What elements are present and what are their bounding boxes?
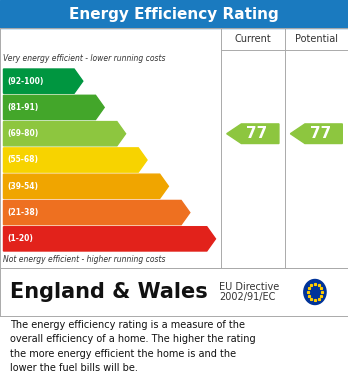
Text: E: E [169, 179, 179, 193]
Text: (81-91): (81-91) [7, 103, 38, 112]
Polygon shape [3, 201, 190, 225]
Text: Not energy efficient - higher running costs: Not energy efficient - higher running co… [3, 255, 166, 264]
Text: Potential: Potential [295, 34, 338, 44]
Polygon shape [227, 124, 279, 143]
Text: A: A [84, 74, 94, 88]
Circle shape [304, 280, 326, 305]
Text: D: D [148, 153, 159, 167]
Bar [0, 268, 348, 316]
Text: (39-54): (39-54) [7, 182, 38, 191]
Text: 77: 77 [246, 126, 268, 141]
Text: (1-20): (1-20) [7, 234, 33, 243]
Polygon shape [290, 124, 342, 143]
Text: The energy efficiency rating is a measure of the
overall efficiency of a home. T: The energy efficiency rating is a measur… [10, 320, 256, 373]
Text: (69-80): (69-80) [7, 129, 38, 138]
Polygon shape [3, 69, 83, 93]
Text: Very energy efficient - lower running costs: Very energy efficient - lower running co… [3, 54, 166, 63]
Text: F: F [190, 206, 200, 220]
Polygon shape [3, 148, 147, 172]
Text: C: C [126, 127, 136, 141]
Text: (55-68): (55-68) [7, 156, 38, 165]
Text: G: G [216, 232, 228, 246]
Text: Energy Efficiency Rating: Energy Efficiency Rating [69, 7, 279, 22]
Text: England & Wales: England & Wales [10, 282, 208, 302]
Text: 77: 77 [310, 126, 331, 141]
Text: EU Directive: EU Directive [219, 282, 279, 292]
Polygon shape [3, 95, 104, 120]
Polygon shape [3, 122, 126, 146]
Polygon shape [3, 174, 168, 198]
Bar [0, 28, 348, 268]
Text: (92-100): (92-100) [7, 77, 44, 86]
Bar [0, 0, 348, 28]
Polygon shape [3, 227, 215, 251]
Text: B: B [105, 100, 116, 115]
Text: 2002/91/EC: 2002/91/EC [219, 292, 276, 302]
Text: (21-38): (21-38) [7, 208, 38, 217]
Text: Current: Current [235, 34, 271, 44]
